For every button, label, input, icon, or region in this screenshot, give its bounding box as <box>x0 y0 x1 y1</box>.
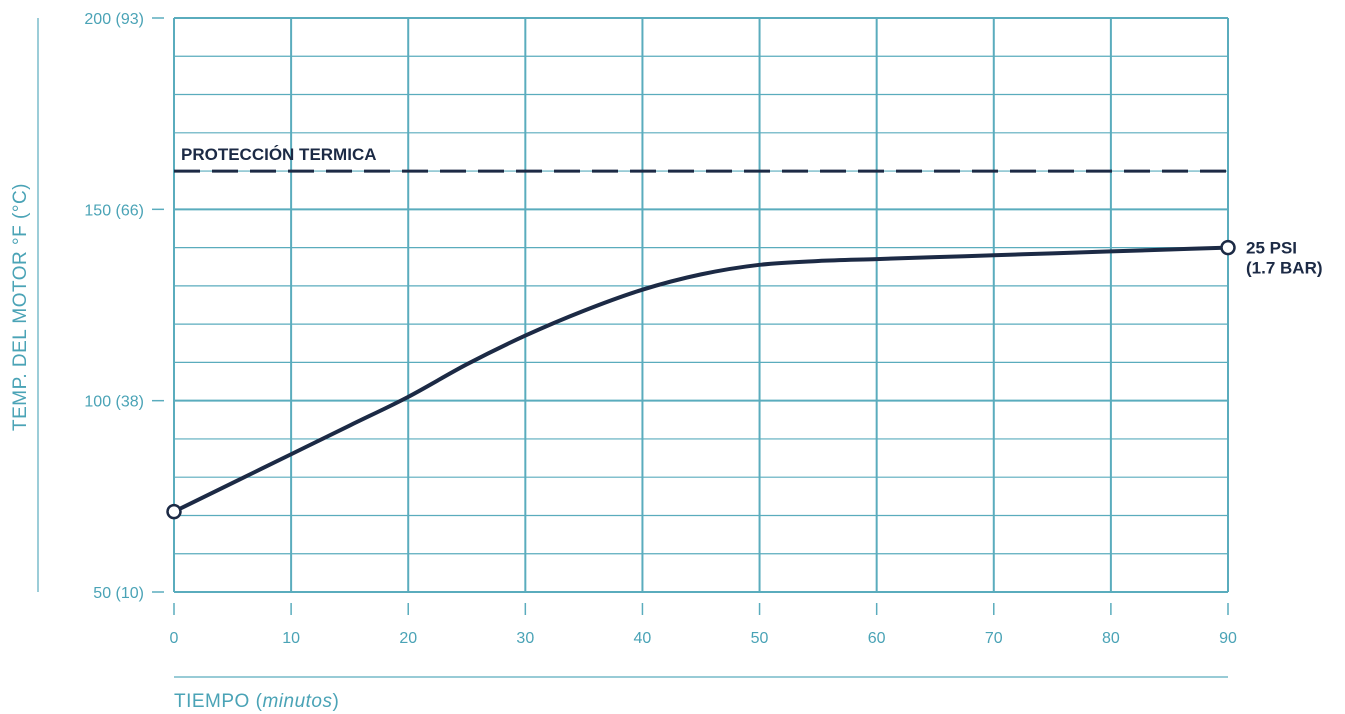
y-tick-label: 150 (66) <box>84 202 144 219</box>
x-tick-label: 90 <box>1219 630 1237 647</box>
y-tick-labels: 50 (10) 100 (38) 150 (66) 200 (93) <box>84 11 164 602</box>
series-end-marker <box>1220 239 1236 256</box>
x-tick-label: 40 <box>634 630 652 647</box>
grid <box>173 17 1229 593</box>
x-tick-label: 70 <box>985 630 1003 647</box>
x-tick-label: 0 <box>170 630 179 647</box>
series-start-marker <box>166 503 182 520</box>
y-tick-label: 200 (93) <box>84 11 144 28</box>
x-tick-label: 50 <box>751 630 769 647</box>
x-tick-label: 30 <box>516 630 534 647</box>
series-line <box>172 245 1230 514</box>
x-axis-title-main: TIEMPO ( <box>174 691 263 712</box>
series-end-label: 25 PSI(1.7 BAR) <box>1246 239 1323 278</box>
series-end-label-line: 25 PSI <box>1246 239 1297 258</box>
threshold-group: PROTECCIÓN TERMICA <box>174 145 1228 173</box>
x-tick-label: 20 <box>399 630 417 647</box>
x-tick-label: 60 <box>868 630 886 647</box>
series-end-label-line: (1.7 BAR) <box>1246 259 1323 278</box>
x-axis-title: TIEMPO (minutos) <box>174 691 339 712</box>
y-tick-label: 50 (10) <box>93 585 144 602</box>
x-axis-title-close: ) <box>332 691 339 712</box>
x-tick-labels: 0 10 20 30 40 50 60 70 80 90 <box>170 603 1237 647</box>
x-tick-label: 10 <box>282 630 300 647</box>
y-tick-label: 100 (38) <box>84 394 144 411</box>
y-axis-title: TEMP. DEL MOTOR °F (°C) <box>10 183 31 431</box>
threshold-label: PROTECCIÓN TERMICA <box>181 145 377 164</box>
x-axis-title-unit: minutos <box>262 691 332 712</box>
series <box>166 239 1236 520</box>
x-tick-label: 80 <box>1102 630 1120 647</box>
